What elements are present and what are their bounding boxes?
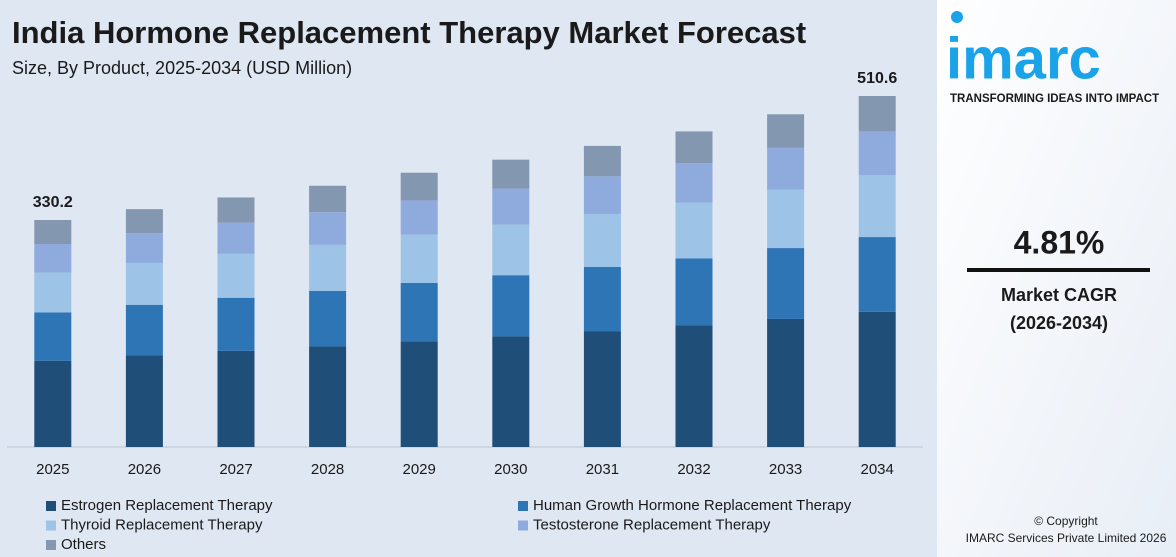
bar-segment [217, 297, 255, 351]
legend-label: Human Growth Hormone Replacement Therapy [533, 497, 852, 514]
bar-segment [309, 290, 347, 347]
x-tick-label: 2026 [128, 461, 161, 478]
bar-segment [858, 237, 896, 312]
bar-segment [583, 145, 621, 177]
x-tick-label: 2029 [403, 461, 436, 478]
total-label: 510.6 [857, 70, 897, 87]
tagline: TRANSFORMING IDEAS INTO IMPACT [950, 93, 1159, 105]
bar-segment [858, 175, 896, 238]
legend-label: Estrogen Replacement Therapy [61, 497, 273, 514]
x-tick-label: 2032 [677, 461, 710, 478]
logo: imarc [946, 26, 1101, 91]
bar-segment [309, 185, 347, 213]
copyright: © Copyright [1034, 514, 1098, 528]
bar-segment [767, 248, 805, 319]
bar-segment [125, 355, 163, 447]
chart-subtitle: Size, By Product, 2025-2034 (USD Million… [12, 58, 352, 78]
bar-segment [34, 312, 72, 361]
bar-segment [583, 331, 621, 447]
company: IMARC Services Private Limited 2026 [966, 531, 1167, 545]
bar-segment [767, 147, 805, 190]
bar-segment [400, 234, 438, 283]
bar-segment [400, 200, 438, 235]
x-tick-label: 2031 [586, 461, 619, 478]
bar-segment [125, 209, 163, 234]
bar-segment [125, 233, 163, 263]
bar-segment [675, 258, 713, 326]
bar-segment [34, 244, 72, 273]
bar-segment [858, 131, 896, 176]
x-tick-label: 2027 [219, 461, 252, 478]
legend-swatch [518, 501, 528, 511]
bar-segment [675, 163, 713, 203]
bar-segment [675, 202, 713, 259]
bar-segment [492, 188, 530, 225]
bar-segment [309, 244, 347, 291]
bar-segment [583, 176, 621, 214]
bar-segment [583, 213, 621, 267]
x-tick-label: 2025 [36, 461, 69, 478]
bar-segment [675, 325, 713, 447]
cagr-period: (2026-2034) [1010, 313, 1108, 333]
bar-segment [492, 159, 530, 189]
bar-segment [492, 336, 530, 447]
bar-segment [34, 360, 72, 447]
legend-swatch [46, 540, 56, 550]
bar-segment [675, 131, 713, 164]
bar-segment [217, 253, 255, 298]
bar-segment [125, 304, 163, 356]
bar-segment [858, 311, 896, 447]
legend-label: Thyroid Replacement Therapy [61, 516, 263, 533]
bar-segment [767, 114, 805, 148]
total-label: 330.2 [33, 194, 73, 211]
cagr-label: Market CAGR [1001, 285, 1117, 305]
x-tick-label: 2030 [494, 461, 527, 478]
legend-label: Testosterone Replacement Therapy [533, 516, 771, 533]
bar-segment [400, 172, 438, 201]
bar-segment [400, 282, 438, 342]
bar-segment [583, 266, 621, 332]
logo-dot [951, 11, 963, 23]
bar-segment [217, 222, 255, 254]
x-tick-label: 2034 [861, 461, 894, 478]
legend-swatch [46, 520, 56, 531]
x-tick-label: 2028 [311, 461, 344, 478]
bar-segment [217, 350, 255, 447]
cagr-value: 4.81% [1014, 224, 1105, 260]
chart-title: India Hormone Replacement Therapy Market… [12, 15, 806, 50]
legend-label: Others [61, 536, 106, 553]
bar-segment [492, 224, 530, 276]
bar-segment [217, 197, 255, 223]
bar-segment [767, 189, 805, 249]
sidebar-bg [937, 0, 1176, 557]
legend-swatch [518, 520, 528, 531]
legend-swatch [46, 501, 56, 511]
bar-segment [400, 341, 438, 447]
x-tick-label: 2033 [769, 461, 802, 478]
bar-segment [492, 275, 530, 337]
bar-segment [34, 272, 72, 313]
bar-segment [125, 262, 163, 305]
bar-segment [309, 346, 347, 447]
bar-segment [34, 220, 72, 245]
bar-segment [767, 318, 805, 447]
bar-segment [858, 96, 896, 132]
bar-segment [309, 212, 347, 245]
